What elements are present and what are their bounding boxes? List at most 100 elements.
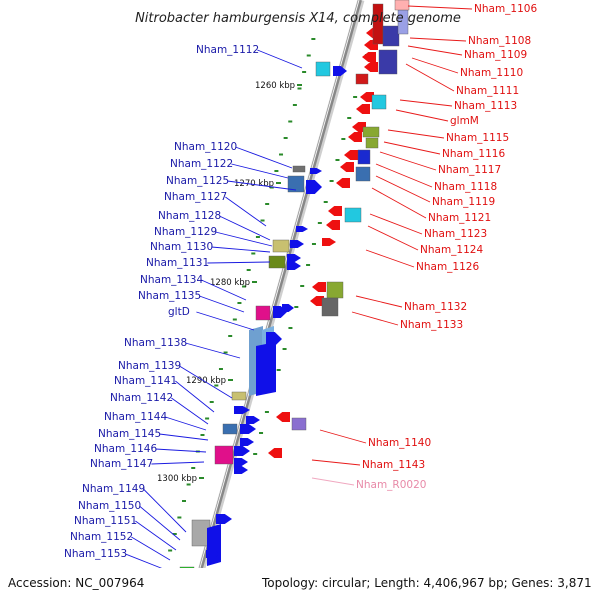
forward-gene-arrow: [216, 514, 232, 524]
gene-label-right: glmM: [450, 115, 479, 127]
gene-label-right: Nham_1117: [438, 164, 501, 176]
track-tick: [300, 285, 305, 287]
gene-label-left: Nham_1120: [174, 141, 237, 153]
leader-line: [367, 225, 419, 251]
gene-label-right: Nham_1109: [464, 49, 527, 61]
leader-line: [405, 63, 455, 92]
track-tick: [264, 411, 269, 413]
forward-gene-arrow: [234, 406, 250, 414]
scale-label: 1280 kbp: [210, 278, 250, 288]
gene-label-left: Nham_1127: [164, 191, 227, 203]
leader-line: [151, 461, 205, 465]
gene-label-left: Nham_1128: [158, 210, 221, 222]
gene-label-left: Nham_1150: [78, 500, 141, 512]
forward-gene-arrow: [240, 438, 254, 446]
homolog-box: [315, 61, 331, 77]
track-tick: [311, 38, 316, 40]
homolog-box: [291, 417, 307, 431]
leader-line: [375, 175, 431, 203]
track-tick: [205, 417, 210, 420]
leader-line: [143, 488, 187, 533]
leader-line: [375, 163, 433, 188]
homolog-box: [231, 391, 247, 401]
leader-line: [379, 151, 437, 171]
forward-gene-arrow: [290, 240, 304, 248]
track-tick: [317, 222, 322, 224]
track-tick: [306, 54, 311, 57]
leader-line: [125, 553, 167, 571]
leader-line: [407, 5, 473, 10]
gene-label-right: Nham_1124: [420, 244, 483, 256]
gene-label-right: Nham_1108: [468, 35, 531, 47]
leader-line: [135, 520, 177, 551]
track-tick: [200, 434, 205, 436]
track-tick: [255, 236, 260, 238]
homolog-box: [344, 207, 362, 223]
leader-line: [196, 311, 255, 331]
leader-line: [351, 311, 399, 326]
forward-gene-arrow: [246, 416, 260, 424]
forward-gene-arrow: [287, 262, 301, 270]
leader-line: [159, 433, 209, 441]
backbone-highlight: [190, 0, 360, 601]
track-tick: [288, 327, 293, 329]
track-tick: [269, 186, 274, 189]
track-tick: [223, 351, 228, 354]
scale-tick: [199, 477, 204, 479]
gene-label-left: Nham_1145: [98, 428, 161, 440]
gene-label-right: Nham_1106: [474, 3, 537, 15]
leader-line: [231, 163, 289, 179]
track-tick: [282, 348, 287, 350]
gene-label-right: Nham_1133: [400, 319, 463, 331]
scale-tick: [228, 379, 233, 381]
homolog-box: [326, 281, 344, 299]
gene-label-left: Nham_1147: [90, 458, 153, 470]
leader-line: [175, 380, 215, 413]
reverse-gene-arrow: [364, 62, 378, 72]
gene-label-left: Nham_1134: [140, 274, 203, 286]
scale-label: 1290 kbp: [186, 376, 226, 386]
gene-label-left: Nham_1142: [110, 392, 173, 404]
gene-label-right: Nham_1111: [456, 85, 519, 97]
reverse-gene-arrow: [336, 178, 350, 188]
homolog-box: [272, 239, 290, 253]
forward-gene-arrow: [287, 254, 301, 262]
gene-label-left: Nham_1146: [94, 443, 157, 455]
leader-line: [199, 295, 245, 313]
scale-tick: [252, 281, 257, 283]
track-tick: [306, 264, 311, 266]
track-tick: [294, 306, 299, 308]
reverse-gene-arrow: [310, 296, 324, 306]
gene-label-right: Nham_1116: [442, 148, 505, 160]
track-tick: [276, 369, 281, 371]
forward-gene-arrow: [234, 446, 250, 456]
homolog-box: [287, 175, 305, 193]
leader-line: [215, 231, 273, 247]
leader-line: [369, 213, 423, 235]
gene-label-right: Nham_1123: [424, 228, 487, 240]
label-layer: Nham_1112 Nham_1120 Nham_1122 Nham_1125 Nham…: [64, 3, 537, 560]
leader-line: [171, 397, 209, 425]
gene-label-right: Nham_1121: [428, 212, 491, 224]
leader-line: [207, 261, 271, 264]
topology-text: Topology: circular; Length: 4,406,967 bp…: [261, 576, 592, 590]
track-tick: [242, 285, 247, 288]
track-tick: [353, 96, 358, 98]
forward-gene-arrow: [206, 550, 220, 558]
leader-line: [235, 146, 293, 169]
track-tick: [341, 138, 346, 140]
track-tick: [279, 153, 284, 156]
leader-line: [257, 49, 303, 69]
gene-label-right: Nham_1126: [416, 261, 479, 273]
gene-label-left: Nham_1131: [146, 257, 209, 269]
homolog-box: [365, 137, 379, 149]
reverse-gene-arrow: [326, 220, 340, 230]
track-tick: [347, 117, 352, 119]
track-tick: [265, 203, 270, 205]
track-tick: [172, 533, 177, 535]
homolog-box: [255, 305, 271, 321]
forward-gene-arrow: [322, 238, 336, 246]
reverse-gene-arrow: [276, 412, 290, 422]
forward-gene-arrow: [207, 524, 221, 566]
